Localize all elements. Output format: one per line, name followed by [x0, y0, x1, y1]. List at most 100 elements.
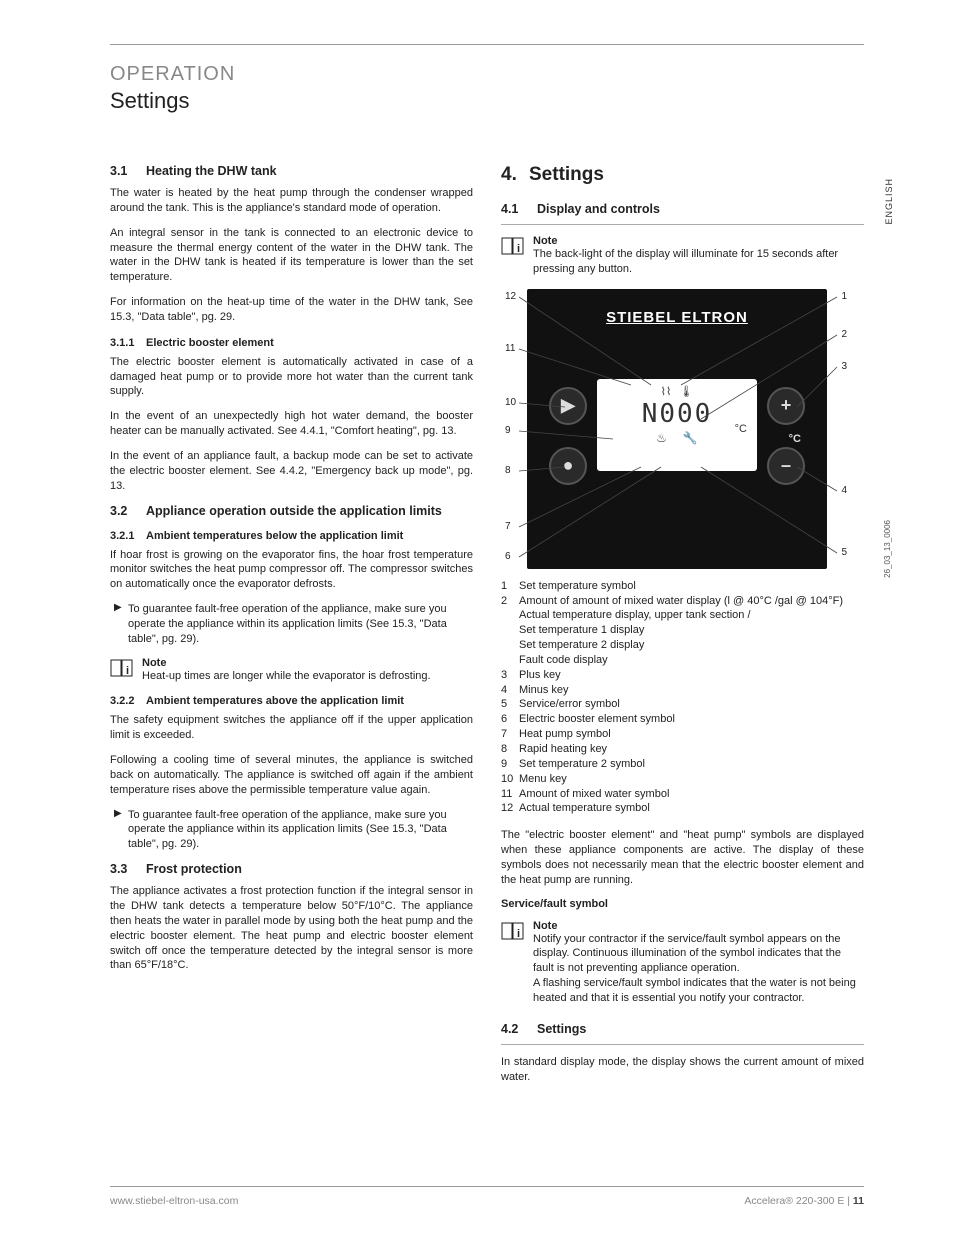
legend-text: Amount of mixed water symbol	[519, 787, 864, 802]
paragraph: The safety equipment switches the applia…	[110, 713, 473, 743]
legend-text: Service/error symbol	[519, 697, 864, 712]
heading-num: 3.1.1	[110, 337, 146, 349]
bullet-text: To guarantee fault-free operation of the…	[128, 602, 473, 647]
header-overline: OPERATION	[110, 63, 864, 86]
note-icon: i	[501, 235, 527, 257]
paragraph: The appliance activates a frost protecti…	[110, 884, 473, 973]
legend-item: 1Set temperature symbol	[501, 579, 864, 594]
legend-list: 1Set temperature symbol2Amount of amount…	[501, 579, 864, 817]
section-divider	[501, 224, 864, 225]
paragraph: In standard display mode, the display sh…	[501, 1055, 864, 1085]
paragraph: If hoar frost is growing on the evaporat…	[110, 548, 473, 593]
legend-num: 3	[501, 668, 519, 683]
heading-num: 3.2.1	[110, 530, 146, 542]
heading-4: 4.Settings	[501, 164, 864, 186]
heading-3-2-1: 3.2.1Ambient temperatures below the appl…	[110, 530, 473, 542]
heading-num: 3.3	[110, 862, 146, 876]
note-block: i Note Notify your contractor if the ser…	[501, 920, 864, 1006]
heading-num: 4.	[501, 164, 529, 186]
legend-item: 10Menu key	[501, 772, 864, 787]
legend-text: Rapid heating key	[519, 742, 864, 757]
section-divider	[501, 1044, 864, 1045]
legend-num: 8	[501, 742, 519, 757]
callout-lines	[501, 289, 851, 569]
legend-item: 8Rapid heating key	[501, 742, 864, 757]
page: OPERATION Settings ENGLISH 26_03_13_0006…	[0, 0, 954, 1128]
legend-item: 7Heat pump symbol	[501, 727, 864, 742]
page-header: OPERATION Settings	[110, 63, 864, 114]
heading-3-3: 3.3Frost protection	[110, 862, 473, 876]
language-tab: ENGLISH	[884, 178, 894, 225]
service-fault-heading: Service/fault symbol	[501, 898, 864, 910]
paragraph: In the event of an appliance fault, a ba…	[110, 449, 473, 494]
heading-num: 4.1	[501, 202, 537, 216]
heading-text: Appliance operation outside the applicat…	[146, 504, 442, 518]
footer-right: Accelera® 220-300 E | 11	[744, 1195, 864, 1207]
note-icon: i	[501, 920, 527, 942]
figure-code: 26_03_13_0006	[883, 520, 892, 578]
note-text: Heat-up times are longer while the evapo…	[142, 669, 473, 684]
legend-item: 12Actual temperature symbol	[501, 801, 864, 816]
legend-num: 9	[501, 757, 519, 772]
legend-item: 11Amount of mixed water symbol	[501, 787, 864, 802]
legend-text: Menu key	[519, 772, 864, 787]
bullet-marker-icon: ▶	[114, 808, 128, 853]
legend-text: Minus key	[519, 683, 864, 698]
note-title: Note	[533, 920, 864, 932]
heading-3-1-1: 3.1.1Electric booster element	[110, 337, 473, 349]
note-icon: i	[110, 657, 136, 679]
paragraph: The "electric booster element" and "heat…	[501, 828, 864, 887]
footer-page: 11	[853, 1195, 864, 1207]
paragraph: An integral sensor in the tank is connec…	[110, 226, 473, 285]
note-body: Note The back-light of the display will …	[533, 235, 864, 277]
legend-subtext: Fault code display	[501, 653, 864, 668]
legend-item: 4Minus key	[501, 683, 864, 698]
legend-text: Set temperature 2 symbol	[519, 757, 864, 772]
note-text: Notify your contractor if the service/fa…	[533, 932, 864, 1006]
heading-3-1: 3.1Heating the DHW tank	[110, 164, 473, 178]
legend-subtext: Actual temperature display, upper tank s…	[501, 608, 864, 623]
legend-num: 10	[501, 772, 519, 787]
page-footer: www.stiebel-eltron-usa.com Accelera® 220…	[110, 1186, 864, 1207]
note-title: Note	[142, 657, 473, 669]
heading-text: Settings	[537, 1022, 586, 1036]
note-block: i Note Heat-up times are longer while th…	[110, 657, 473, 684]
bullet-item: ▶ To guarantee fault-free operation of t…	[110, 808, 473, 853]
right-column: 4.Settings 4.1Display and controls i Not…	[501, 164, 864, 1094]
paragraph: The electric booster element is automati…	[110, 355, 473, 400]
legend-num: 5	[501, 697, 519, 712]
footer-product: Accelera® 220-300 E	[744, 1195, 844, 1207]
legend-text: Electric booster element symbol	[519, 712, 864, 727]
note-body: Note Heat-up times are longer while the …	[142, 657, 473, 684]
paragraph: In the event of an unexpectedly high hot…	[110, 409, 473, 439]
legend-text: Actual temperature symbol	[519, 801, 864, 816]
legend-item: 3Plus key	[501, 668, 864, 683]
paragraph: The water is heated by the heat pump thr…	[110, 186, 473, 216]
header-title: Settings	[110, 88, 864, 114]
heading-4-2: 4.2Settings	[501, 1022, 864, 1036]
note-title: Note	[533, 235, 864, 247]
heading-num: 3.2	[110, 504, 146, 518]
legend-item: 2Amount of amount of mixed water display…	[501, 594, 864, 609]
legend-num: 12	[501, 801, 519, 816]
left-column: 3.1Heating the DHW tank The water is hea…	[110, 164, 473, 1094]
heading-3-2-2: 3.2.2Ambient temperatures above the appl…	[110, 695, 473, 707]
svg-text:i: i	[126, 665, 129, 677]
legend-text: Amount of amount of mixed water display …	[519, 594, 864, 609]
heading-text: Settings	[529, 164, 604, 185]
note-text: The back-light of the display will illum…	[533, 247, 864, 277]
bullet-item: ▶ To guarantee fault-free operation of t…	[110, 602, 473, 647]
bullet-text: To guarantee fault-free operation of the…	[128, 808, 473, 853]
footer-sep: |	[844, 1195, 853, 1207]
heading-text: Ambient temperatures below the applicati…	[146, 530, 403, 542]
legend-text: Heat pump symbol	[519, 727, 864, 742]
legend-item: 5Service/error symbol	[501, 697, 864, 712]
legend-num: 1	[501, 579, 519, 594]
legend-item: 6Electric booster element symbol	[501, 712, 864, 727]
heading-num: 4.2	[501, 1022, 537, 1036]
heading-num: 3.1	[110, 164, 146, 178]
legend-num: 6	[501, 712, 519, 727]
heading-text: Electric booster element	[146, 337, 274, 349]
control-panel-figure: STIEBEL ELTRON ⌇⌇ 🌡 N000 °C ♨ 🔧 °C	[501, 289, 851, 569]
note-block: i Note The back-light of the display wil…	[501, 235, 864, 277]
